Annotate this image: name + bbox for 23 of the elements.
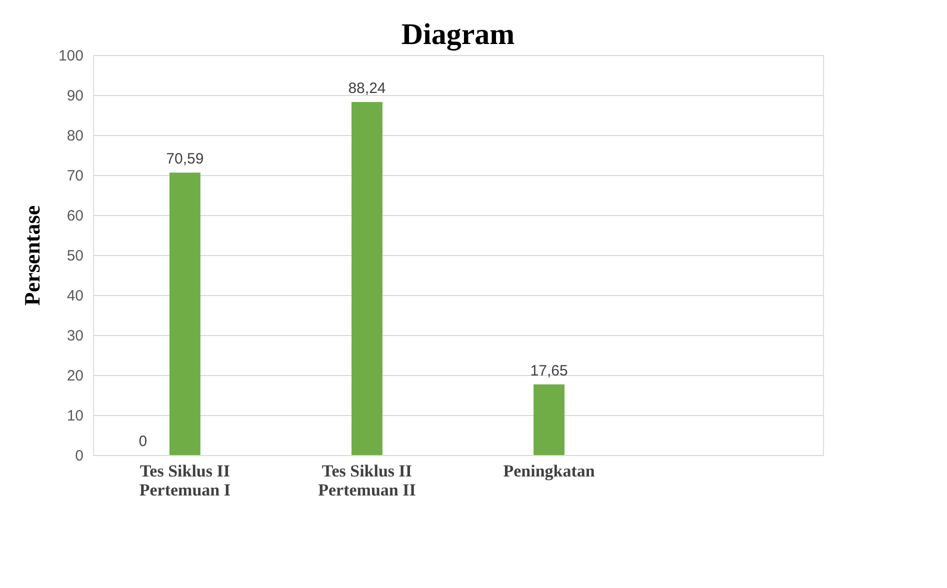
y-tick-label: 80	[66, 128, 84, 144]
y-axis-title: Persentase	[19, 205, 44, 306]
y-tick-label: 30	[66, 328, 84, 344]
y-tick-label: 70	[66, 168, 84, 184]
y-tick-label: 10	[66, 408, 84, 424]
y-tick-label: 50	[66, 248, 84, 264]
bar	[169, 172, 200, 455]
text: 17,65	[530, 362, 568, 380]
y-tick-label: 100	[58, 48, 84, 64]
x-tick-label: Tes Siklus II Pertemuan II	[318, 462, 416, 500]
y-tick-label: 20	[66, 368, 84, 384]
y-tick-label: 40	[66, 288, 84, 304]
chart-title: Diagram	[401, 18, 515, 51]
y-tick-label: 90	[66, 88, 84, 104]
x-tick-label: Peningkatan	[503, 462, 596, 480]
bar	[534, 384, 564, 455]
x-tick-label: Tes Siklus II Pertemuan I	[139, 462, 231, 500]
text: 70,59	[166, 150, 204, 168]
bar	[352, 102, 382, 455]
text: 88,24	[348, 80, 386, 98]
y-tick-label: 0	[75, 448, 84, 464]
annotation: 0	[138, 433, 148, 450]
y-tick-label: 60	[66, 208, 84, 224]
